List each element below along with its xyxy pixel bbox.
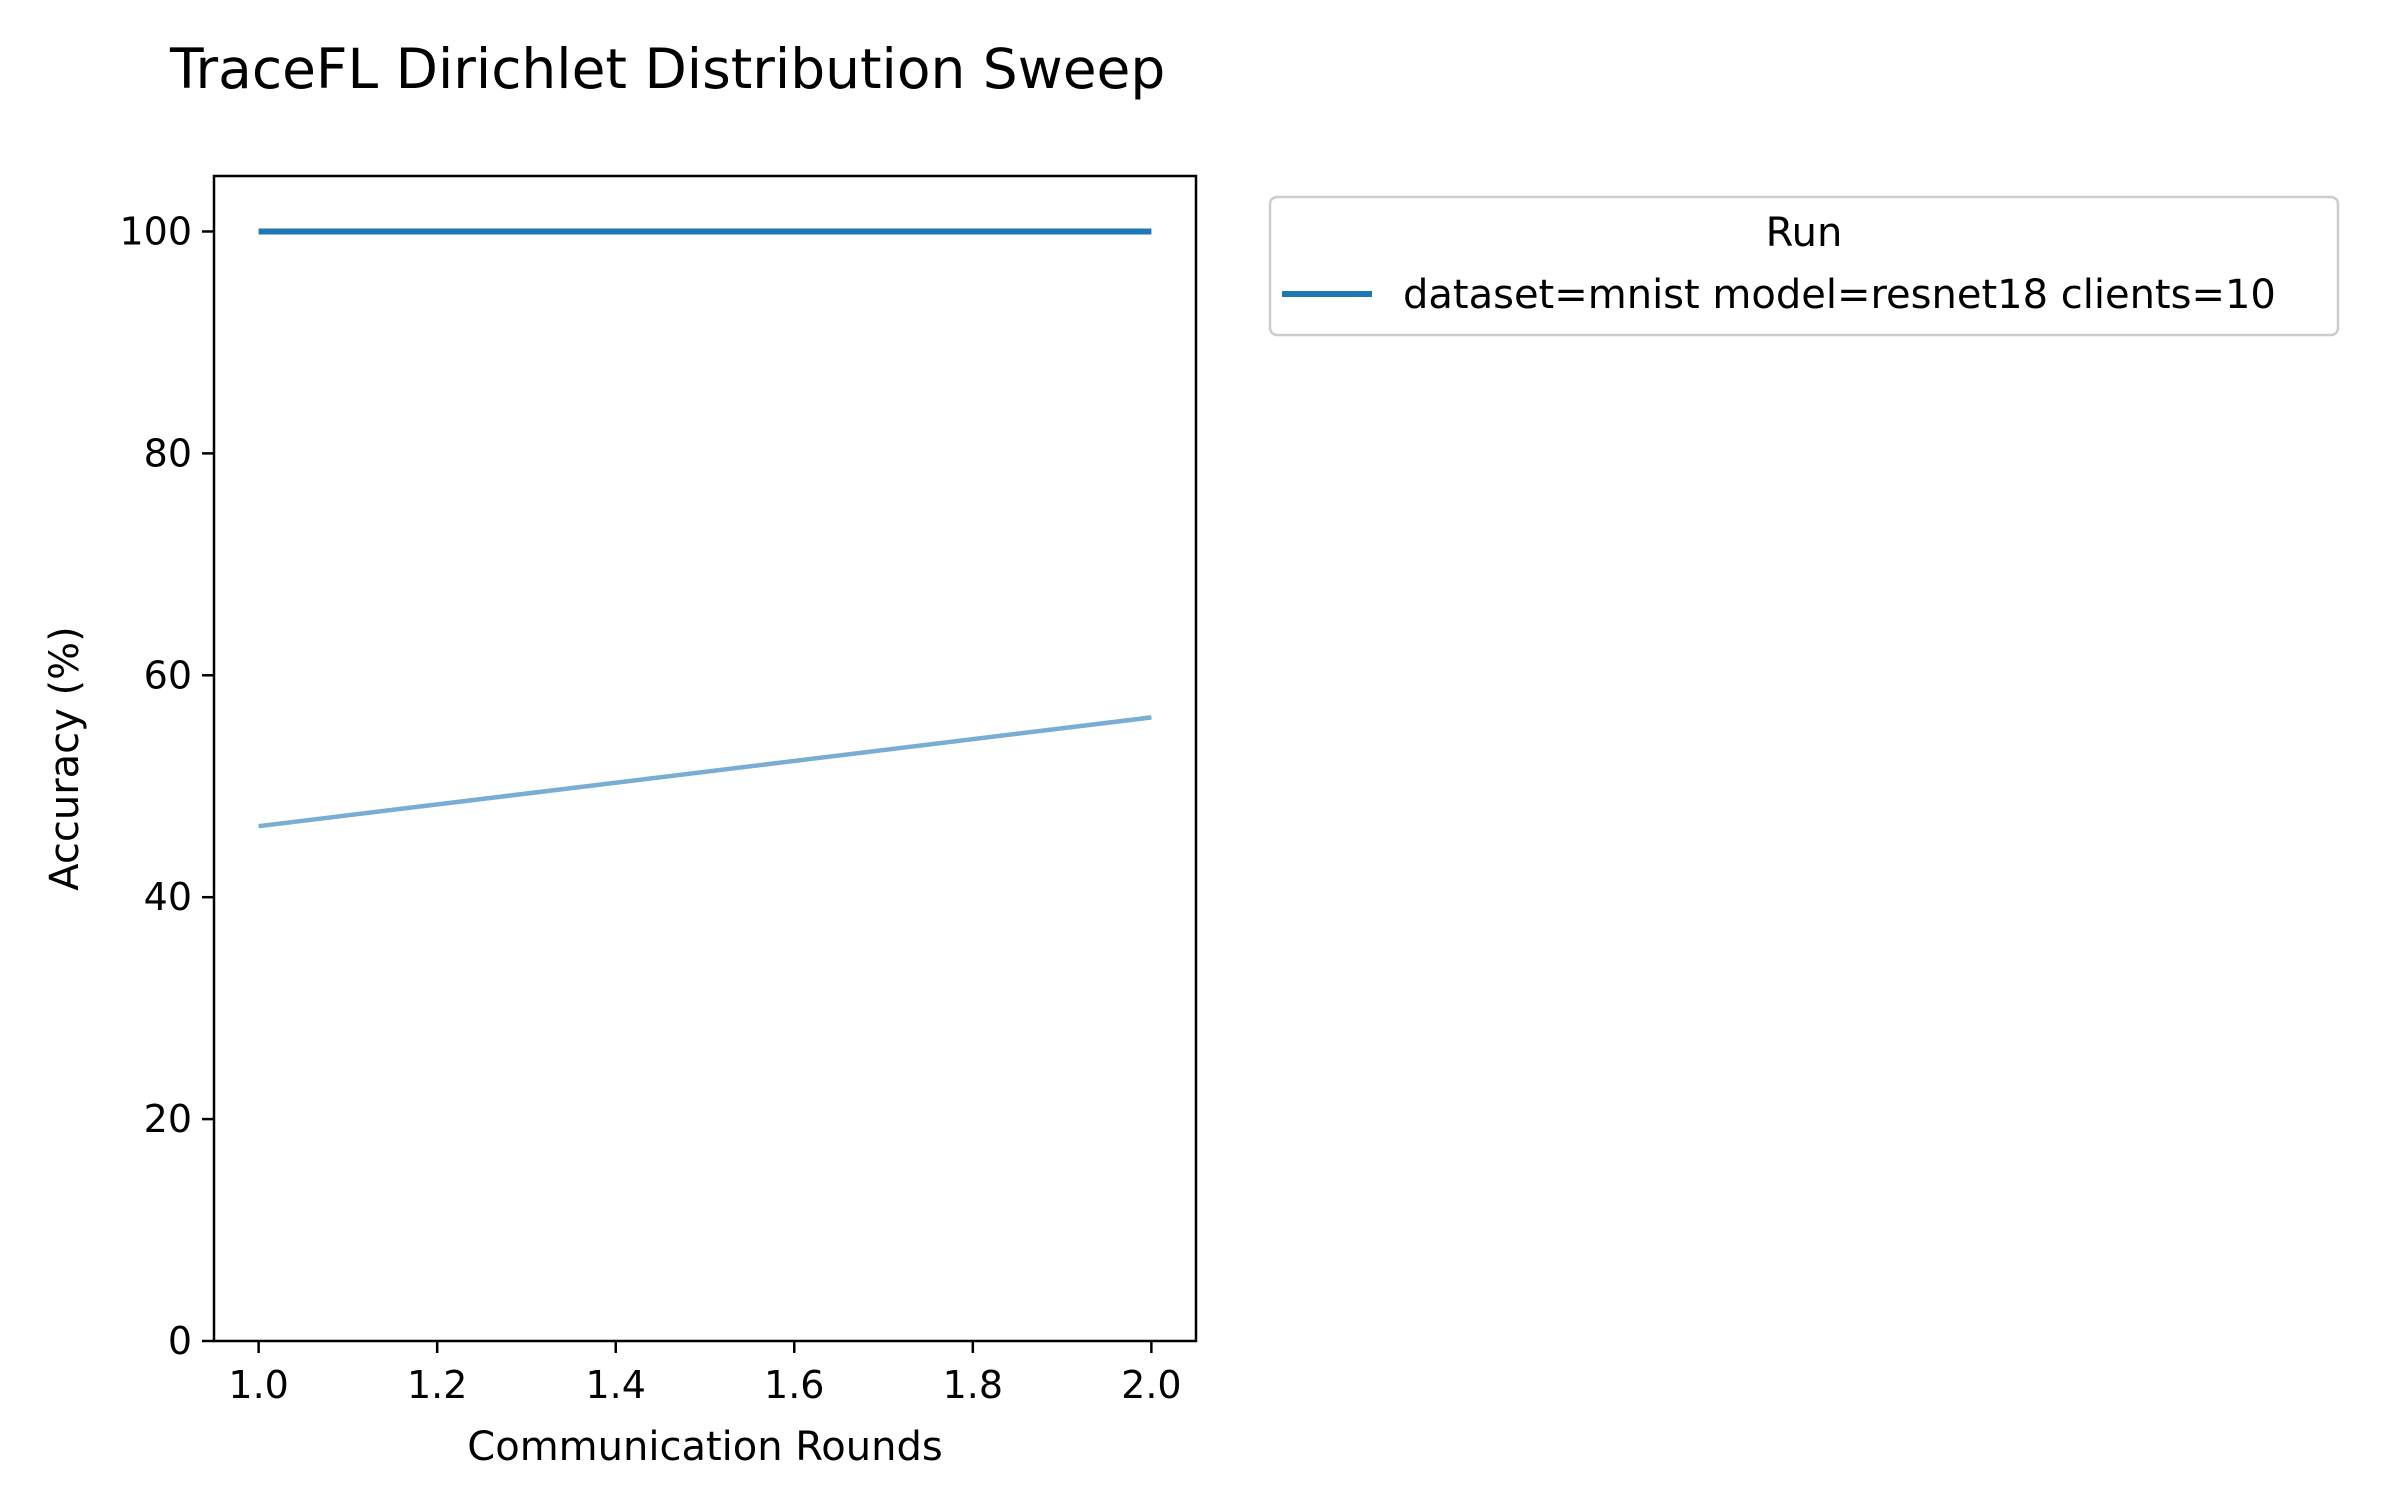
series-layer (258, 228, 1152, 829)
y-tick-label: 100 (119, 209, 192, 253)
y-tick-label: 40 (144, 875, 192, 919)
y-tick-label: 0 (168, 1319, 192, 1363)
legend-title: Run (1766, 210, 1843, 256)
legend: Run dataset=mnist model=resnet18 clients… (1268, 195, 2340, 337)
y-axis-ticks: 0 20 40 60 80 100 (119, 209, 214, 1363)
x-tick-label: 1.4 (586, 1363, 646, 1407)
x-axis-ticks: 1.0 1.2 1.4 1.6 1.8 2.0 (228, 1341, 1182, 1407)
x-tick-label: 1.2 (407, 1363, 467, 1407)
chart-title: TraceFL Dirichlet Distribution Sweep (169, 37, 1165, 101)
y-tick-label: 20 (144, 1097, 192, 1141)
legend-frame (1268, 195, 2340, 337)
x-tick-label: 1.0 (228, 1363, 288, 1407)
series-line-2 (258, 715, 1152, 829)
x-tick-label: 1.8 (943, 1363, 1003, 1407)
x-tick-label: 2.0 (1121, 1363, 1181, 1407)
x-axis-label: Communication Rounds (467, 1424, 942, 1470)
y-axis-label: Accuracy (%) (42, 626, 88, 891)
x-tick-label: 1.6 (764, 1363, 824, 1407)
y-tick-label: 80 (144, 431, 192, 475)
legend-entries: dataset=mnist model=resnet18 clients=10 (1282, 272, 2276, 318)
y-tick-label: 60 (144, 653, 192, 697)
legend-entry-label: dataset=mnist model=resnet18 clients=10 (1403, 272, 2276, 318)
plot-frame (212, 174, 1198, 1343)
plot-area: 1.0 1.2 1.4 1.6 1.8 2.0 0 20 40 60 80 100 (119, 174, 1198, 1407)
